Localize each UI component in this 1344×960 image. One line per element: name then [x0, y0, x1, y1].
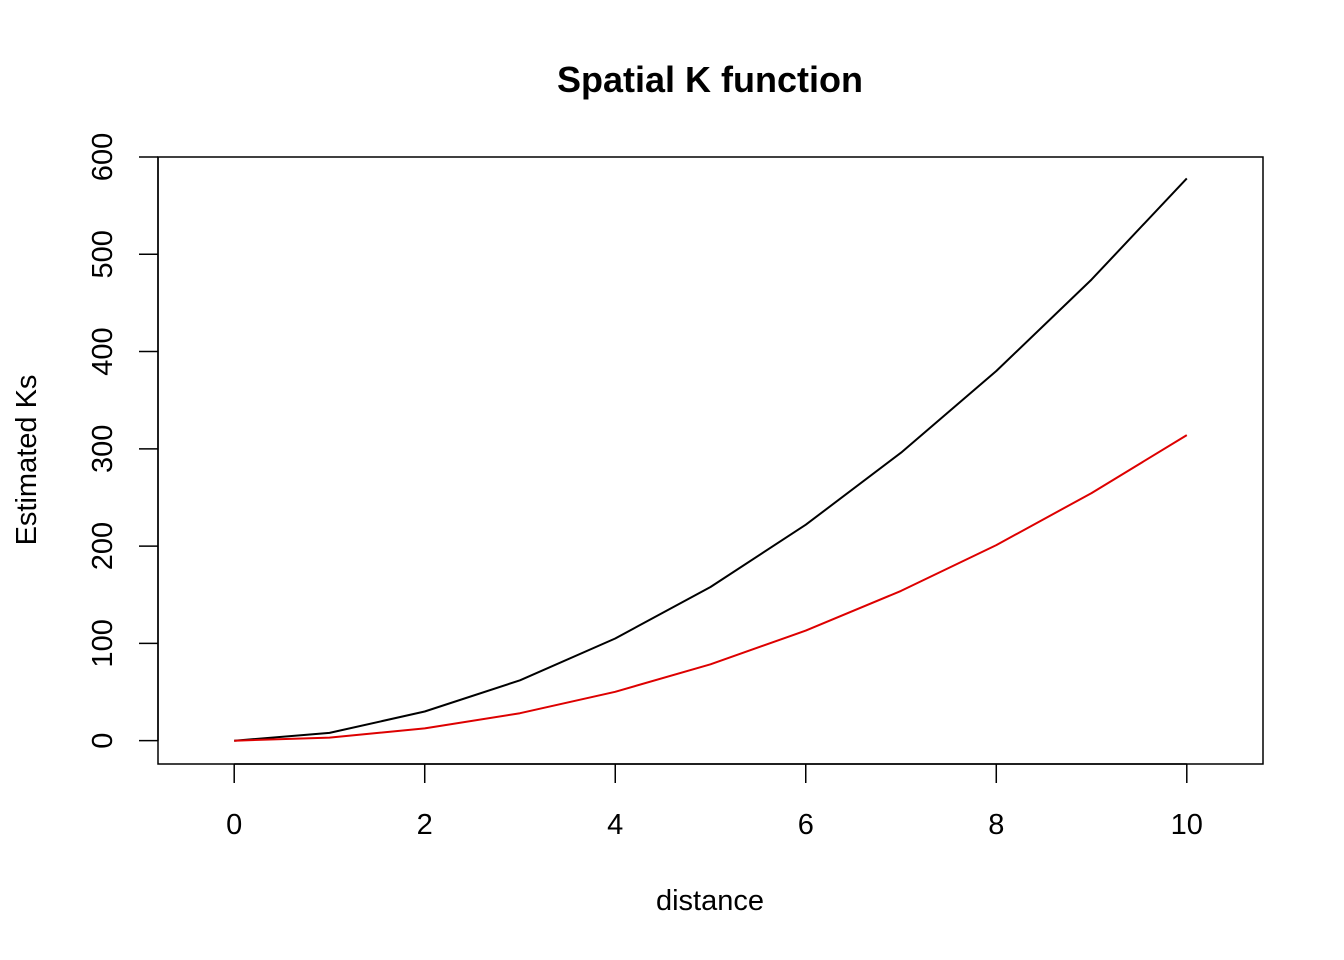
y-tick-label: 500 — [87, 230, 119, 278]
y-tick-label: 400 — [87, 327, 119, 375]
x-axis-label: distance — [656, 885, 764, 917]
series-line-2 — [234, 434, 1188, 742]
y-tick-label: 300 — [87, 425, 119, 473]
y-tick-label: 200 — [87, 522, 119, 570]
chart-title: Spatial K function — [557, 59, 863, 100]
plot-frame — [157, 156, 1264, 765]
x-tick-label: 0 — [226, 809, 242, 841]
y-axis: 0 100 200 300 400 500 600 — [87, 133, 159, 749]
x-tick-label: 6 — [798, 809, 814, 841]
x-tick-label: 8 — [988, 809, 1004, 841]
y-tick-label: 100 — [87, 619, 119, 667]
x-tick-label: 4 — [607, 809, 623, 841]
x-axis: 0 2 4 6 8 10 — [226, 763, 1203, 841]
x-tick-label: 2 — [417, 809, 433, 841]
x-tick-label: 10 — [1171, 809, 1203, 841]
series-layer — [234, 177, 1188, 742]
y-axis-label: Estimated Ks — [11, 375, 43, 546]
series-line-1 — [234, 177, 1188, 742]
y-tick-label: 0 — [87, 733, 119, 749]
y-tick-label: 600 — [87, 133, 119, 181]
